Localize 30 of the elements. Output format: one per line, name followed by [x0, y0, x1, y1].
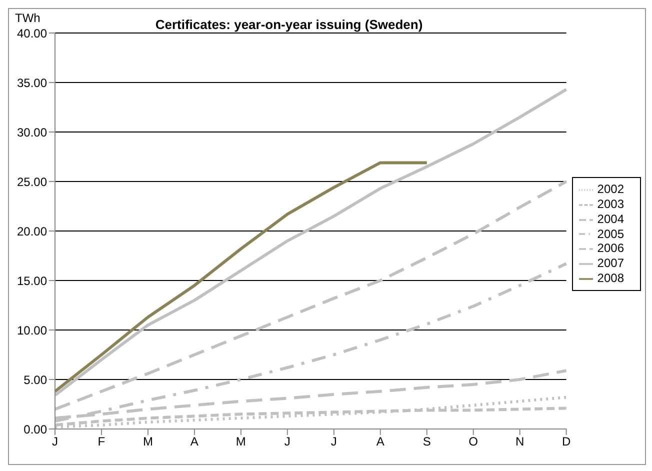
y-tick-label: 20.00 — [16, 224, 48, 238]
y-tick-label: 35.00 — [16, 76, 48, 90]
x-tick-label: A — [190, 434, 198, 449]
chart-title: Certificates: year-on-year issuing (Sweden) — [155, 17, 423, 32]
x-tick-label: M — [142, 434, 153, 449]
x-tick-label: D — [562, 434, 571, 449]
y-tick-label: 10.00 — [16, 323, 48, 338]
x-tick-label: S — [422, 434, 431, 449]
x-tick-label: N — [515, 434, 524, 449]
legend-label: 2002 — [597, 182, 624, 196]
x-tick-label: M — [236, 434, 246, 449]
y-tick-label: 40.00 — [16, 26, 48, 40]
y-tick-label: 15.00 — [16, 274, 48, 288]
x-tick-label: J — [284, 434, 290, 449]
y-tick-label: 5.00 — [24, 372, 48, 387]
y-tick-label: 25.00 — [16, 174, 48, 189]
legend-label: 2006 — [597, 241, 624, 256]
y-axis-title: TWh — [15, 11, 40, 25]
legend-label: 2003 — [597, 196, 624, 211]
y-tick-label: 30.00 — [16, 125, 48, 140]
legend-label: 2004 — [597, 212, 624, 226]
x-tick-label: F — [98, 434, 106, 449]
y-tick-label: 0.00 — [24, 422, 48, 436]
legend-label: 2008 — [597, 271, 624, 286]
legend-label: 2007 — [597, 256, 624, 270]
x-tick-label: J — [330, 434, 337, 449]
legend-label: 2005 — [597, 226, 624, 241]
x-tick-label: O — [468, 434, 478, 449]
x-tick-label: J — [52, 434, 58, 449]
x-tick-label: A — [376, 434, 384, 449]
